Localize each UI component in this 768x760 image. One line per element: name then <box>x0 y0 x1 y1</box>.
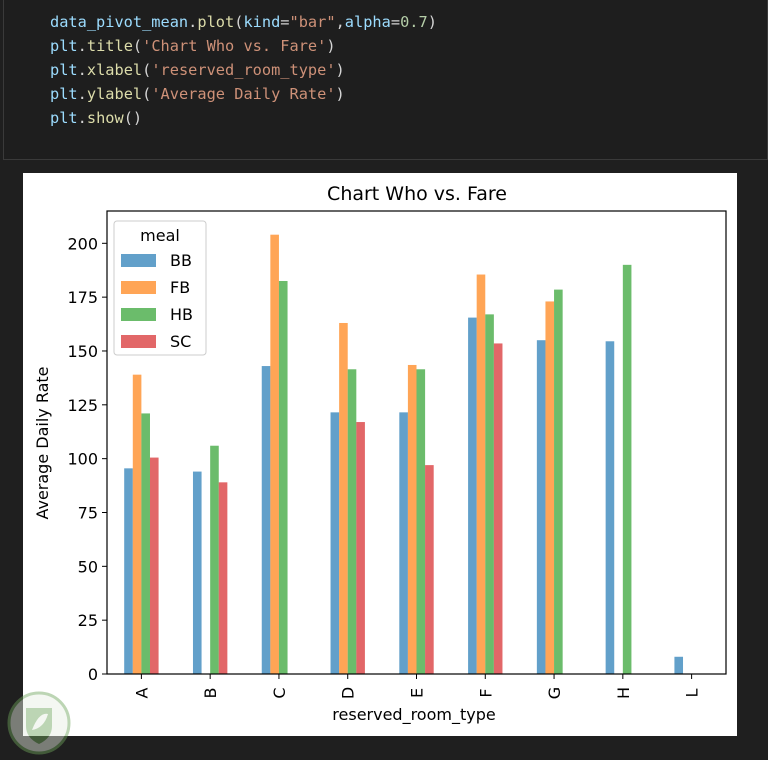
x-tick-label: B <box>201 688 220 699</box>
bar-FB-D <box>339 322 348 674</box>
x-tick-label: F <box>476 688 495 697</box>
code-cell[interactable]: data_pivot_mean.plot(kind="bar",alpha=0.… <box>3 0 768 160</box>
legend: meal BB FB HB SC <box>113 220 207 356</box>
y-tick-label: 25 <box>78 611 98 630</box>
bar-HB-E <box>416 369 426 674</box>
bar-SC-D <box>356 422 365 674</box>
bar-FB-F <box>476 274 486 674</box>
x-tick-label: E <box>408 688 427 698</box>
legend-title: meal <box>140 226 180 245</box>
bar-FB-C <box>270 234 279 675</box>
y-tick-label: 150 <box>67 342 98 361</box>
legend-swatch-SC <box>121 335 156 348</box>
bar-BB-B <box>192 471 202 674</box>
bar-HB-A <box>141 413 150 674</box>
code-line: plt.xlabel('reserved_room_type') <box>50 61 345 79</box>
bar-SC-A <box>149 457 159 674</box>
y-tick-label: 175 <box>67 288 98 307</box>
bar-BB-H <box>605 341 615 674</box>
code-editor[interactable]: data_pivot_mean.plot(kind="bar",alpha=0.… <box>50 10 437 130</box>
legend-label-SC: SC <box>170 332 191 351</box>
x-tick-label: D <box>339 687 358 699</box>
chart-title: Chart Who vs. Fare <box>327 183 507 205</box>
y-tick-label: 75 <box>78 503 98 522</box>
x-tick-label: G <box>545 687 564 699</box>
y-tick-label: 0 <box>88 665 98 684</box>
bar-HB-F <box>485 314 494 674</box>
y-axis-label: Average Daily Rate <box>33 366 52 519</box>
bar-FB-A <box>132 374 142 674</box>
ticks-layer: 0 25 50 75 100 125 150 175 200 A B C D E F G H L <box>67 234 701 699</box>
y-tick-label: 50 <box>78 557 98 576</box>
code-line: plt.show() <box>50 109 143 127</box>
bar-SC-E <box>425 465 434 674</box>
bar-HB-D <box>347 369 357 674</box>
bar-HB-C <box>278 280 288 674</box>
bar-SC-F <box>493 343 503 674</box>
bar-BB-L <box>674 656 684 674</box>
legend-label-HB: HB <box>170 305 193 324</box>
bar-BB-E <box>399 412 408 674</box>
bar-BB-G <box>536 340 546 674</box>
bar-FB-E <box>407 364 417 674</box>
legend-label-BB: BB <box>170 251 192 270</box>
bar-chart: Chart Who vs. Fare Average Daily Rate re… <box>33 183 727 725</box>
bar-HB-H <box>622 264 632 674</box>
code-line: data_pivot_mean.plot(kind="bar",alpha=0.… <box>50 13 437 31</box>
x-tick-label: C <box>270 687 289 698</box>
bar-HB-G <box>554 289 563 674</box>
output-panel: Chart Who vs. Fare Average Daily Rate re… <box>23 173 737 736</box>
bars-layer <box>124 234 684 675</box>
y-tick-label: 100 <box>67 450 98 469</box>
code-line: plt.title('Chart Who vs. Fare') <box>50 37 336 55</box>
bar-BB-D <box>330 412 340 674</box>
legend-label-FB: FB <box>170 278 190 297</box>
leaf-shield-logo <box>7 691 71 755</box>
plot-frame <box>106 210 727 675</box>
legend-swatch-HB <box>121 308 156 321</box>
bar-BB-A <box>124 468 133 674</box>
x-axis-label: reserved_room_type <box>332 705 495 725</box>
bar-BB-F <box>468 317 477 674</box>
bar-FB-G <box>545 301 555 674</box>
x-tick-label: L <box>683 688 702 697</box>
bar-SC-B <box>218 482 228 674</box>
x-tick-label: H <box>614 687 633 699</box>
legend-swatch-FB <box>121 281 156 294</box>
y-tick-label: 200 <box>67 234 98 253</box>
y-tick-label: 125 <box>67 396 98 415</box>
legend-items: BB FB HB SC <box>121 251 193 351</box>
bar-BB-C <box>261 366 271 674</box>
code-line: plt.ylabel('Average Daily Rate') <box>50 85 345 103</box>
x-tick-label: A <box>132 687 151 698</box>
legend-swatch-BB <box>121 254 156 267</box>
bar-HB-B <box>210 445 219 674</box>
